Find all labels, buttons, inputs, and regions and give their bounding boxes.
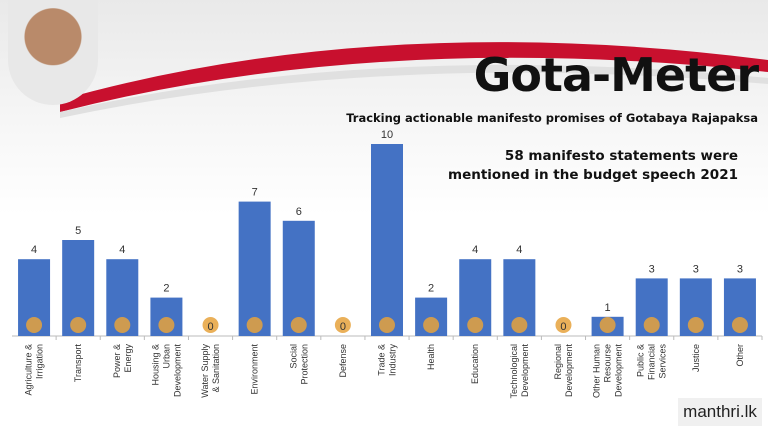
category-label: Education bbox=[470, 344, 480, 384]
category-icon bbox=[246, 317, 263, 333]
data-label: 0 bbox=[560, 321, 566, 333]
data-label: 4 bbox=[516, 244, 522, 256]
data-label: 3 bbox=[693, 263, 699, 275]
category-label: SocialProtection bbox=[288, 344, 309, 385]
data-label: 4 bbox=[119, 244, 125, 256]
category-label: TechnologicalDevelopment bbox=[509, 344, 530, 399]
category-icon bbox=[643, 317, 660, 333]
data-label: 0 bbox=[340, 321, 346, 333]
manthri-logo: manthri.lk bbox=[678, 398, 762, 426]
data-label: 6 bbox=[296, 206, 302, 218]
category-label: Other bbox=[735, 344, 745, 367]
bar bbox=[371, 144, 403, 336]
data-label: 10 bbox=[381, 129, 393, 141]
portrait-photo bbox=[8, 0, 98, 105]
data-label: 2 bbox=[163, 283, 169, 295]
category-icon bbox=[511, 317, 528, 333]
category-label: Agriculture &Irrigation bbox=[24, 344, 45, 396]
category-label: Defense bbox=[338, 344, 348, 378]
bar bbox=[238, 201, 271, 336]
statement-line-2: mentioned in the budget speech 2021 bbox=[448, 167, 738, 183]
category-icon bbox=[423, 317, 440, 333]
category-label: Public &FinancialServices bbox=[636, 344, 668, 381]
data-label: 5 bbox=[75, 225, 81, 237]
category-label: Health bbox=[426, 344, 436, 370]
data-label: 7 bbox=[252, 187, 258, 199]
data-label: 3 bbox=[649, 263, 655, 275]
category-label: Water Supply& Sanitation bbox=[200, 344, 221, 398]
category-label: RegionalDevelopment bbox=[553, 344, 574, 398]
category-label: Power &Energy bbox=[112, 344, 133, 379]
category-label: Other HumanResourseDevelopment bbox=[592, 344, 624, 399]
data-label: 4 bbox=[472, 244, 478, 256]
statement-line-1: 58 manifesto statements were bbox=[504, 148, 738, 164]
category-icon bbox=[70, 317, 87, 333]
category-icon bbox=[158, 317, 175, 333]
subtitle: Tracking actionable manifesto promises o… bbox=[346, 111, 758, 125]
category-icon bbox=[731, 317, 748, 333]
category-icon bbox=[599, 317, 616, 333]
data-label: 3 bbox=[737, 263, 743, 275]
category-label: Housing &UrbanDevelopment bbox=[150, 344, 182, 398]
category-icon bbox=[467, 317, 484, 333]
data-label: 0 bbox=[207, 321, 213, 333]
data-label: 4 bbox=[31, 244, 37, 256]
category-label: Environment bbox=[250, 344, 260, 395]
category-icon bbox=[555, 317, 572, 333]
category-icon bbox=[334, 317, 351, 333]
category-label: Justice bbox=[691, 344, 701, 372]
red-swoosh bbox=[60, 42, 768, 118]
data-label: 1 bbox=[605, 302, 611, 314]
category-icon bbox=[290, 317, 307, 333]
page-title: Gota-Meter bbox=[473, 48, 759, 102]
category-label: Trade &Industry bbox=[377, 344, 398, 377]
data-label: 2 bbox=[428, 283, 434, 295]
category-icon bbox=[379, 317, 395, 333]
bar bbox=[282, 220, 315, 336]
header-banner: Gota-Meter Tracking actionable manifesto… bbox=[0, 0, 768, 215]
category-icon bbox=[26, 317, 43, 333]
category-icon bbox=[687, 317, 704, 333]
category-label: Transport bbox=[73, 344, 83, 383]
category-icon bbox=[114, 317, 131, 333]
category-icon bbox=[202, 317, 219, 333]
